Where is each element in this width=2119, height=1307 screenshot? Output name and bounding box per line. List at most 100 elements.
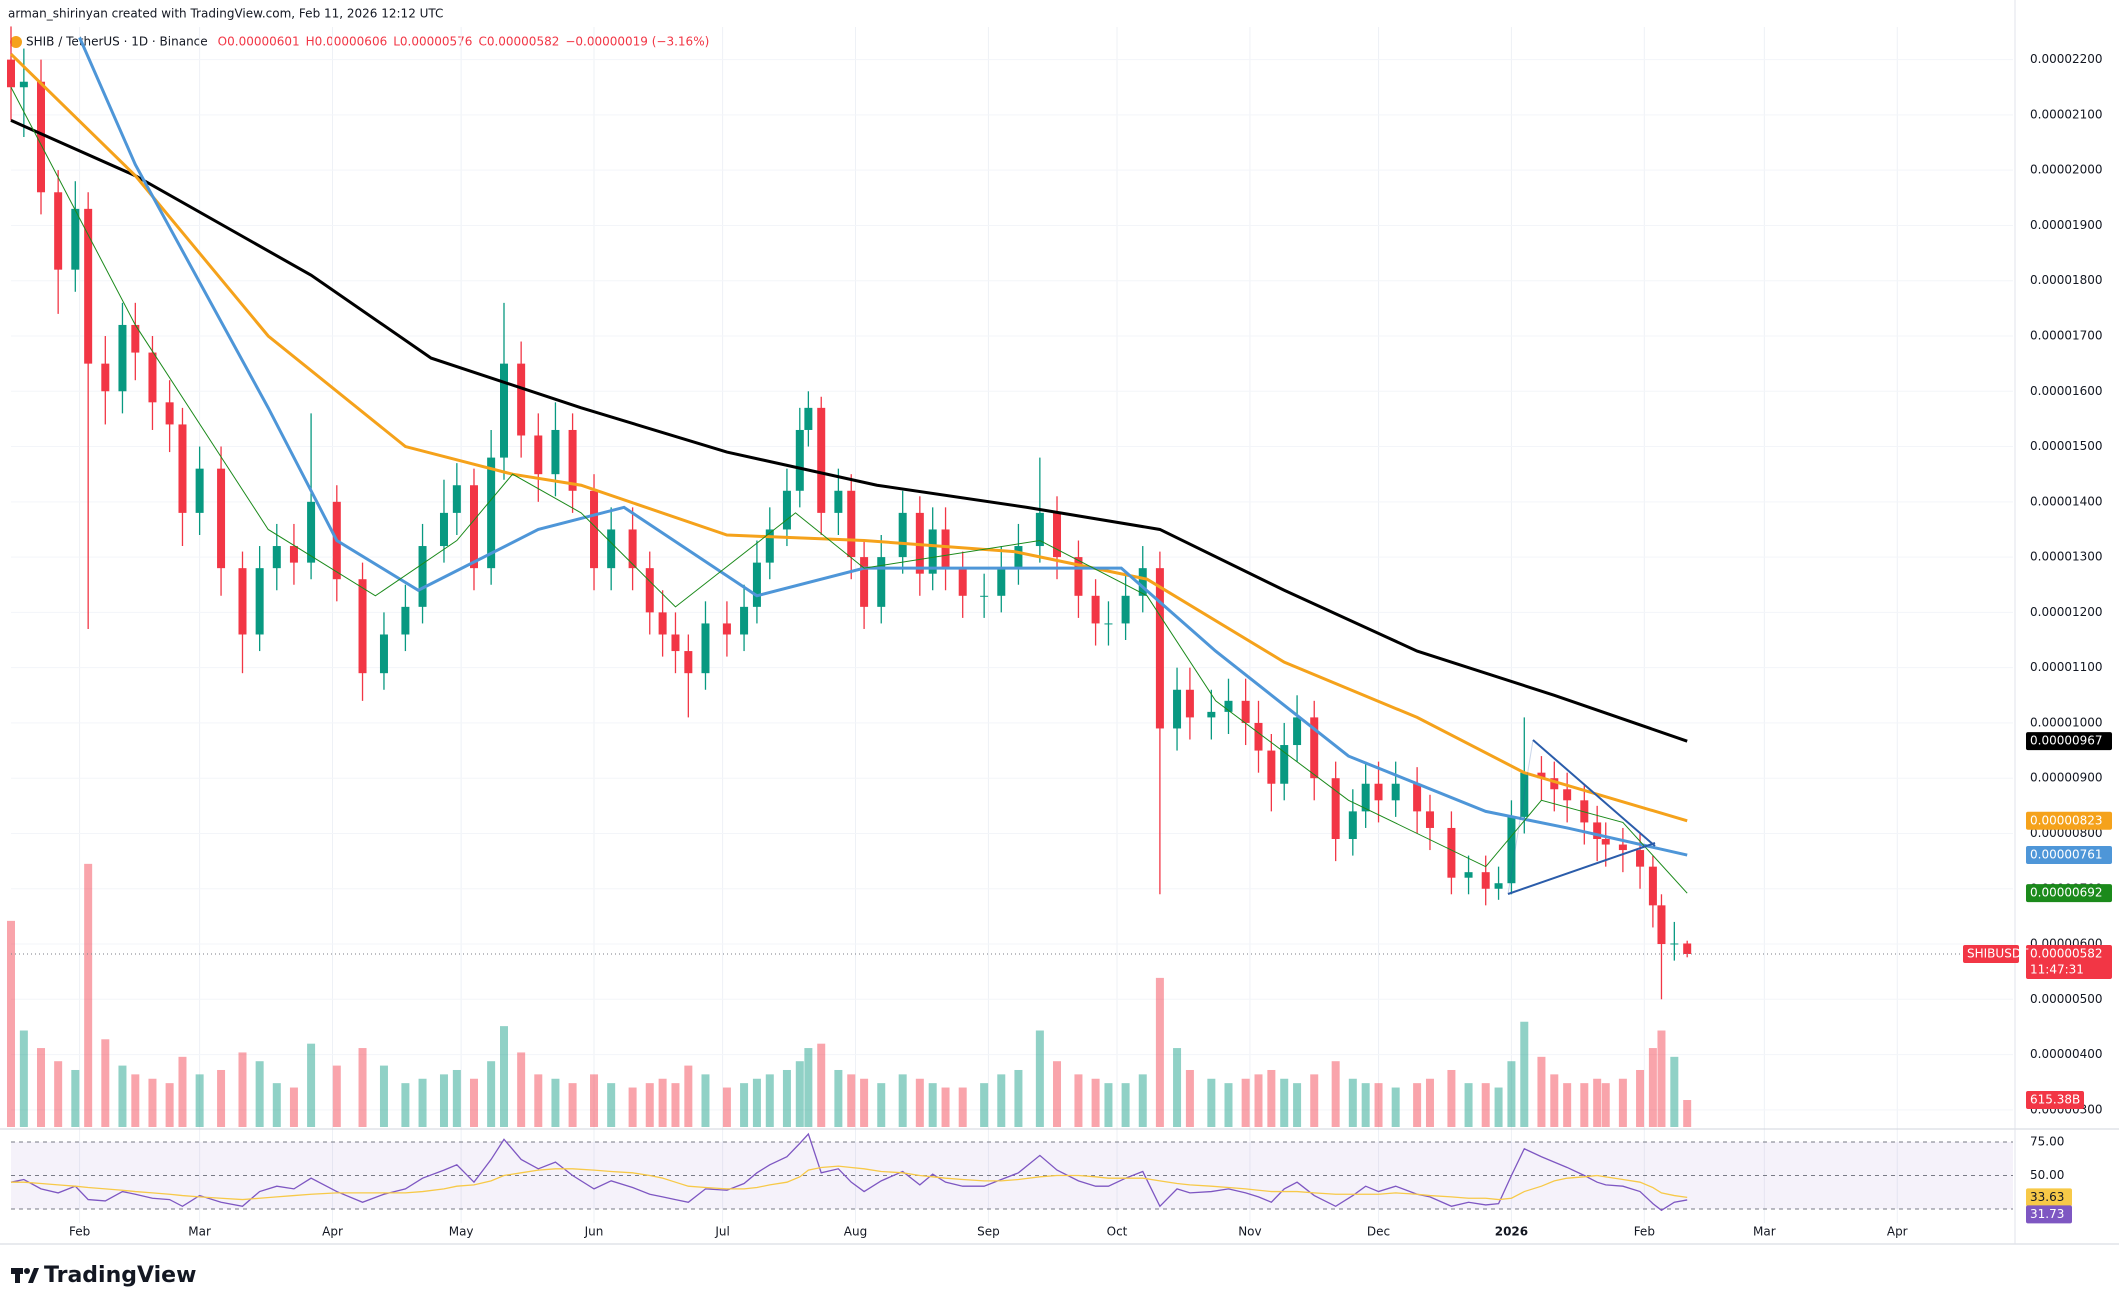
volume-bar — [148, 1078, 157, 1127]
logo-icon — [11, 1268, 39, 1283]
candle-body — [795, 429, 804, 491]
candle-body — [1683, 943, 1692, 954]
volume-bar — [1447, 1069, 1456, 1127]
volume-bar — [834, 1069, 843, 1127]
volume-bar — [877, 1083, 886, 1127]
volume-bar — [752, 1078, 761, 1127]
candle-body — [1331, 778, 1340, 840]
volume-bar — [418, 1078, 427, 1127]
rsi-ma-tag-bg — [2026, 1188, 2072, 1207]
volume-bar — [7, 920, 15, 1127]
ohlc-value: −0.00000019 (−3.16%) — [565, 35, 709, 49]
volume-bar — [1648, 1048, 1657, 1127]
volume-bar — [101, 1039, 110, 1127]
y-tick-label: 0.00001900 — [2030, 218, 2103, 232]
plot-layer: O0.00000601 H0.00000606 L0.00000576 C0.0000… — [0, 0, 2119, 1245]
volume-bar — [1481, 1083, 1490, 1127]
volume-bar — [628, 1087, 637, 1127]
candle-body — [1670, 943, 1679, 945]
candle-body — [1091, 595, 1100, 624]
rsi-tag: 31.73 — [2030, 1207, 2064, 1221]
volume-bar — [1601, 1083, 1610, 1127]
candle-body — [1074, 557, 1083, 596]
volume-bar — [195, 1074, 204, 1127]
candle-body — [684, 651, 693, 674]
candle-body — [1520, 772, 1529, 817]
volume-bar — [1425, 1078, 1434, 1127]
volume-bar — [54, 1061, 63, 1127]
moving-average — [9, 53, 1688, 823]
volume-tag-bg — [2026, 1091, 2084, 1110]
candle-body — [1481, 872, 1490, 889]
candle-body — [941, 529, 950, 569]
volume-bar — [401, 1083, 410, 1127]
volume-bar — [795, 1061, 804, 1127]
x-tick-label: Jul — [714, 1225, 729, 1239]
volume-bar — [1636, 1069, 1645, 1127]
candle-body — [1425, 811, 1434, 828]
candle-body — [401, 606, 410, 635]
ma-value-tag-bg — [2026, 846, 2112, 865]
y-tick-label: 0.00001300 — [2030, 550, 2103, 564]
candle-body — [1207, 711, 1216, 718]
ohlc-value: C0.00000582 — [478, 35, 559, 49]
volume-bar — [1280, 1078, 1289, 1127]
volume-bar — [1207, 1078, 1216, 1127]
candle-body — [834, 490, 843, 513]
candle-body — [701, 623, 710, 674]
candle-body — [1173, 689, 1182, 729]
candle-body — [19, 81, 28, 88]
volume-bar — [439, 1074, 448, 1127]
candle-body — [195, 468, 204, 513]
volume-bar — [1293, 1083, 1302, 1127]
x-tick-label: Mar — [188, 1225, 211, 1239]
volume-bar — [1074, 1074, 1083, 1127]
moving-average — [78, 36, 1688, 857]
candle-body — [534, 435, 543, 475]
trendline — [1532, 739, 1656, 847]
volume-bar — [238, 1052, 247, 1127]
candle-body — [1014, 546, 1023, 569]
volume-bar — [272, 1083, 281, 1127]
volume-bar — [1310, 1074, 1319, 1127]
ohlc-value: O0.00000601 — [218, 35, 300, 49]
volume-bar — [1254, 1074, 1263, 1127]
ohlc-value: H0.00000606 — [306, 35, 388, 49]
candle-body — [898, 512, 907, 558]
candle-body — [782, 490, 791, 530]
x-tick-label: Oct — [1107, 1225, 1128, 1239]
volume-bar — [118, 1065, 127, 1127]
candle-body — [1563, 789, 1572, 801]
volume-bar — [1267, 1069, 1276, 1127]
candle-body — [517, 363, 526, 436]
volume-bar — [568, 1083, 577, 1127]
ma-value-tag-bg — [2026, 811, 2112, 830]
candle-body — [1293, 717, 1302, 746]
candle-body — [1537, 772, 1546, 779]
candle-body — [358, 579, 367, 674]
price-tag: 0.00000582 — [2030, 946, 2103, 960]
volume-bar — [782, 1069, 791, 1127]
volume-bar — [847, 1074, 856, 1127]
x-tick-label: Nov — [1238, 1225, 1261, 1239]
candle-body — [272, 546, 281, 569]
rsi-line — [10, 1132, 1688, 1212]
rsi-line — [11, 1165, 1688, 1201]
candle-body — [1391, 783, 1400, 801]
candle-body — [1185, 689, 1194, 718]
volume-bar — [1241, 1078, 1250, 1127]
volume-bar — [1670, 1056, 1679, 1127]
candle-body — [118, 324, 127, 392]
volume-bar — [958, 1087, 967, 1127]
logo-text: TradingView — [44, 1263, 196, 1288]
volume-bar — [1580, 1083, 1589, 1127]
candle-body — [1254, 722, 1263, 751]
y-tick-label: 0.00000500 — [2030, 992, 2103, 1006]
candle-body — [551, 429, 560, 475]
candle-body — [817, 407, 826, 513]
moving-average — [10, 119, 1688, 743]
x-tick-label: Dec — [1367, 1225, 1390, 1239]
volume-bar — [671, 1083, 680, 1127]
